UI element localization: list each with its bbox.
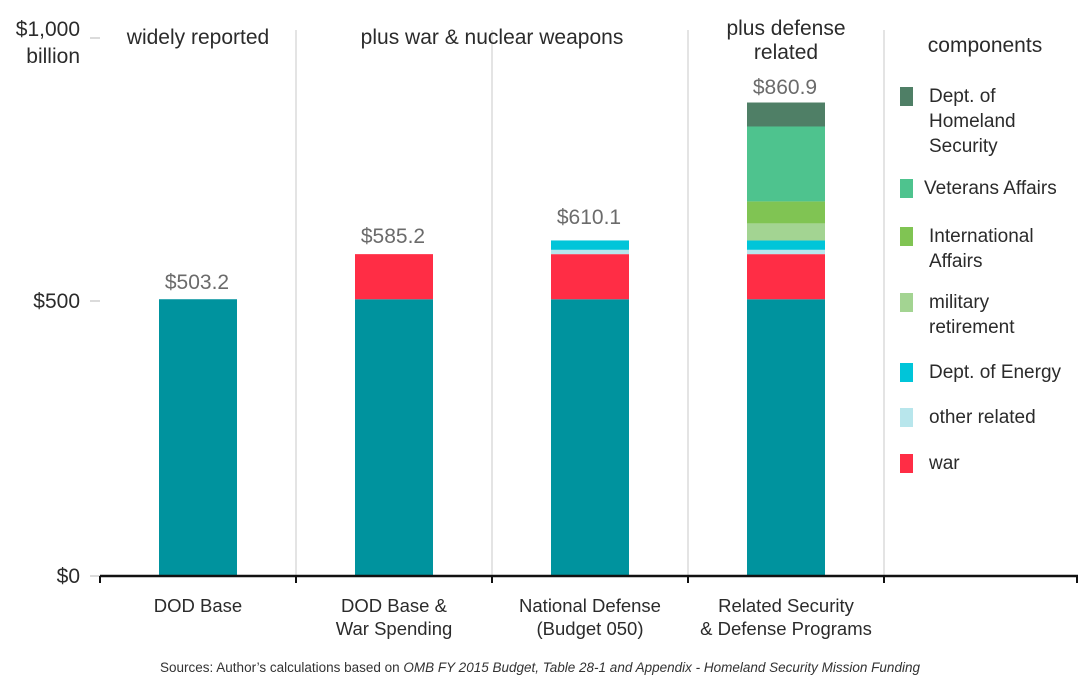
legend-item-veterans-affairs: Veterans Affairs	[900, 176, 1080, 201]
x-tick-label-dod-base: DOD Base	[153, 595, 243, 616]
group-header-plus-defense-related: plus defense related	[726, 17, 846, 64]
group-header-plus-war-nuclear: plus war & nuclear weapons	[360, 26, 624, 49]
bar-segment-military-retirement	[747, 223, 825, 241]
bar-segment-dod-base	[355, 299, 433, 576]
x-tick-label-national-defense: National Defense (Budget 050)	[519, 595, 661, 639]
bar-segment-war	[551, 254, 629, 300]
group-header-widely-reported: widely reported	[126, 26, 270, 49]
legend-title: components	[927, 34, 1043, 57]
bar-segment-dept-of-energy	[551, 240, 629, 250]
legend-item-war: war	[900, 451, 1080, 476]
legend-item-dept-of-energy: Dept. of Energy	[900, 360, 1080, 385]
legend-swatch	[900, 179, 913, 198]
total-label-dod-base: $503.2	[164, 271, 230, 294]
sources-prefix: Sources: Author’s calculations based on	[160, 660, 404, 675]
total-label-national-defense: $610.1	[556, 206, 622, 229]
total-label-related-security: $860.9	[752, 76, 818, 99]
legend-label: war	[929, 453, 960, 474]
y-tick-label-500: $500	[33, 290, 80, 313]
bar-segment-dod-base	[747, 299, 825, 576]
bar-segment-dod-base	[551, 299, 629, 576]
legend-label: International Affairs	[929, 226, 1034, 272]
legend-swatch	[900, 87, 913, 106]
legend-item-international-affairs: International Affairs	[900, 224, 1080, 274]
legend-swatch	[900, 363, 913, 382]
x-tick-label-war-spending: DOD Base & War Spending	[335, 595, 453, 639]
y-tick-label-0: $0	[56, 565, 80, 588]
legend-item-military-retirement: military retirement	[900, 290, 1080, 340]
legend-label: military retirement	[929, 292, 1015, 338]
bar-segment-other-related	[551, 249, 629, 255]
total-label-war-spending: $585.2	[360, 225, 426, 248]
bar-segment-other-related	[747, 249, 825, 255]
sources-citation: OMB FY 2015 Budget, Table 28-1 and Appen…	[403, 660, 920, 675]
legend-swatch	[900, 454, 913, 473]
bar-segment-war	[355, 254, 433, 300]
bar-segment-dept-of-homeland-security	[747, 102, 825, 127]
legend-label: Dept. of Homeland Security	[929, 86, 1016, 157]
legend-item-other-related: other related	[900, 405, 1080, 430]
legend-swatch	[900, 408, 913, 427]
legend-label: Dept. of Energy	[929, 362, 1062, 383]
bar-segment-dod-base	[159, 299, 237, 576]
bar-segment-dept-of-energy	[747, 240, 825, 250]
sources-note: Sources: Author’s calculations based on …	[0, 660, 1080, 675]
legend-swatch	[900, 227, 913, 246]
legend-item-homeland-security: Dept. of Homeland Security	[900, 84, 1080, 159]
x-tick-label-related-security: Related Security & Defense Programs	[700, 595, 872, 639]
y-tick-label-1000: $1,000 billion	[15, 18, 80, 68]
bar-segment-international-affairs	[747, 201, 825, 224]
bar-segment-veterans-affairs	[747, 126, 825, 202]
legend-swatch	[900, 293, 913, 312]
bar-segment-war	[747, 254, 825, 300]
legend-label: other related	[929, 407, 1036, 428]
legend-label: Veterans Affairs	[924, 178, 1057, 199]
